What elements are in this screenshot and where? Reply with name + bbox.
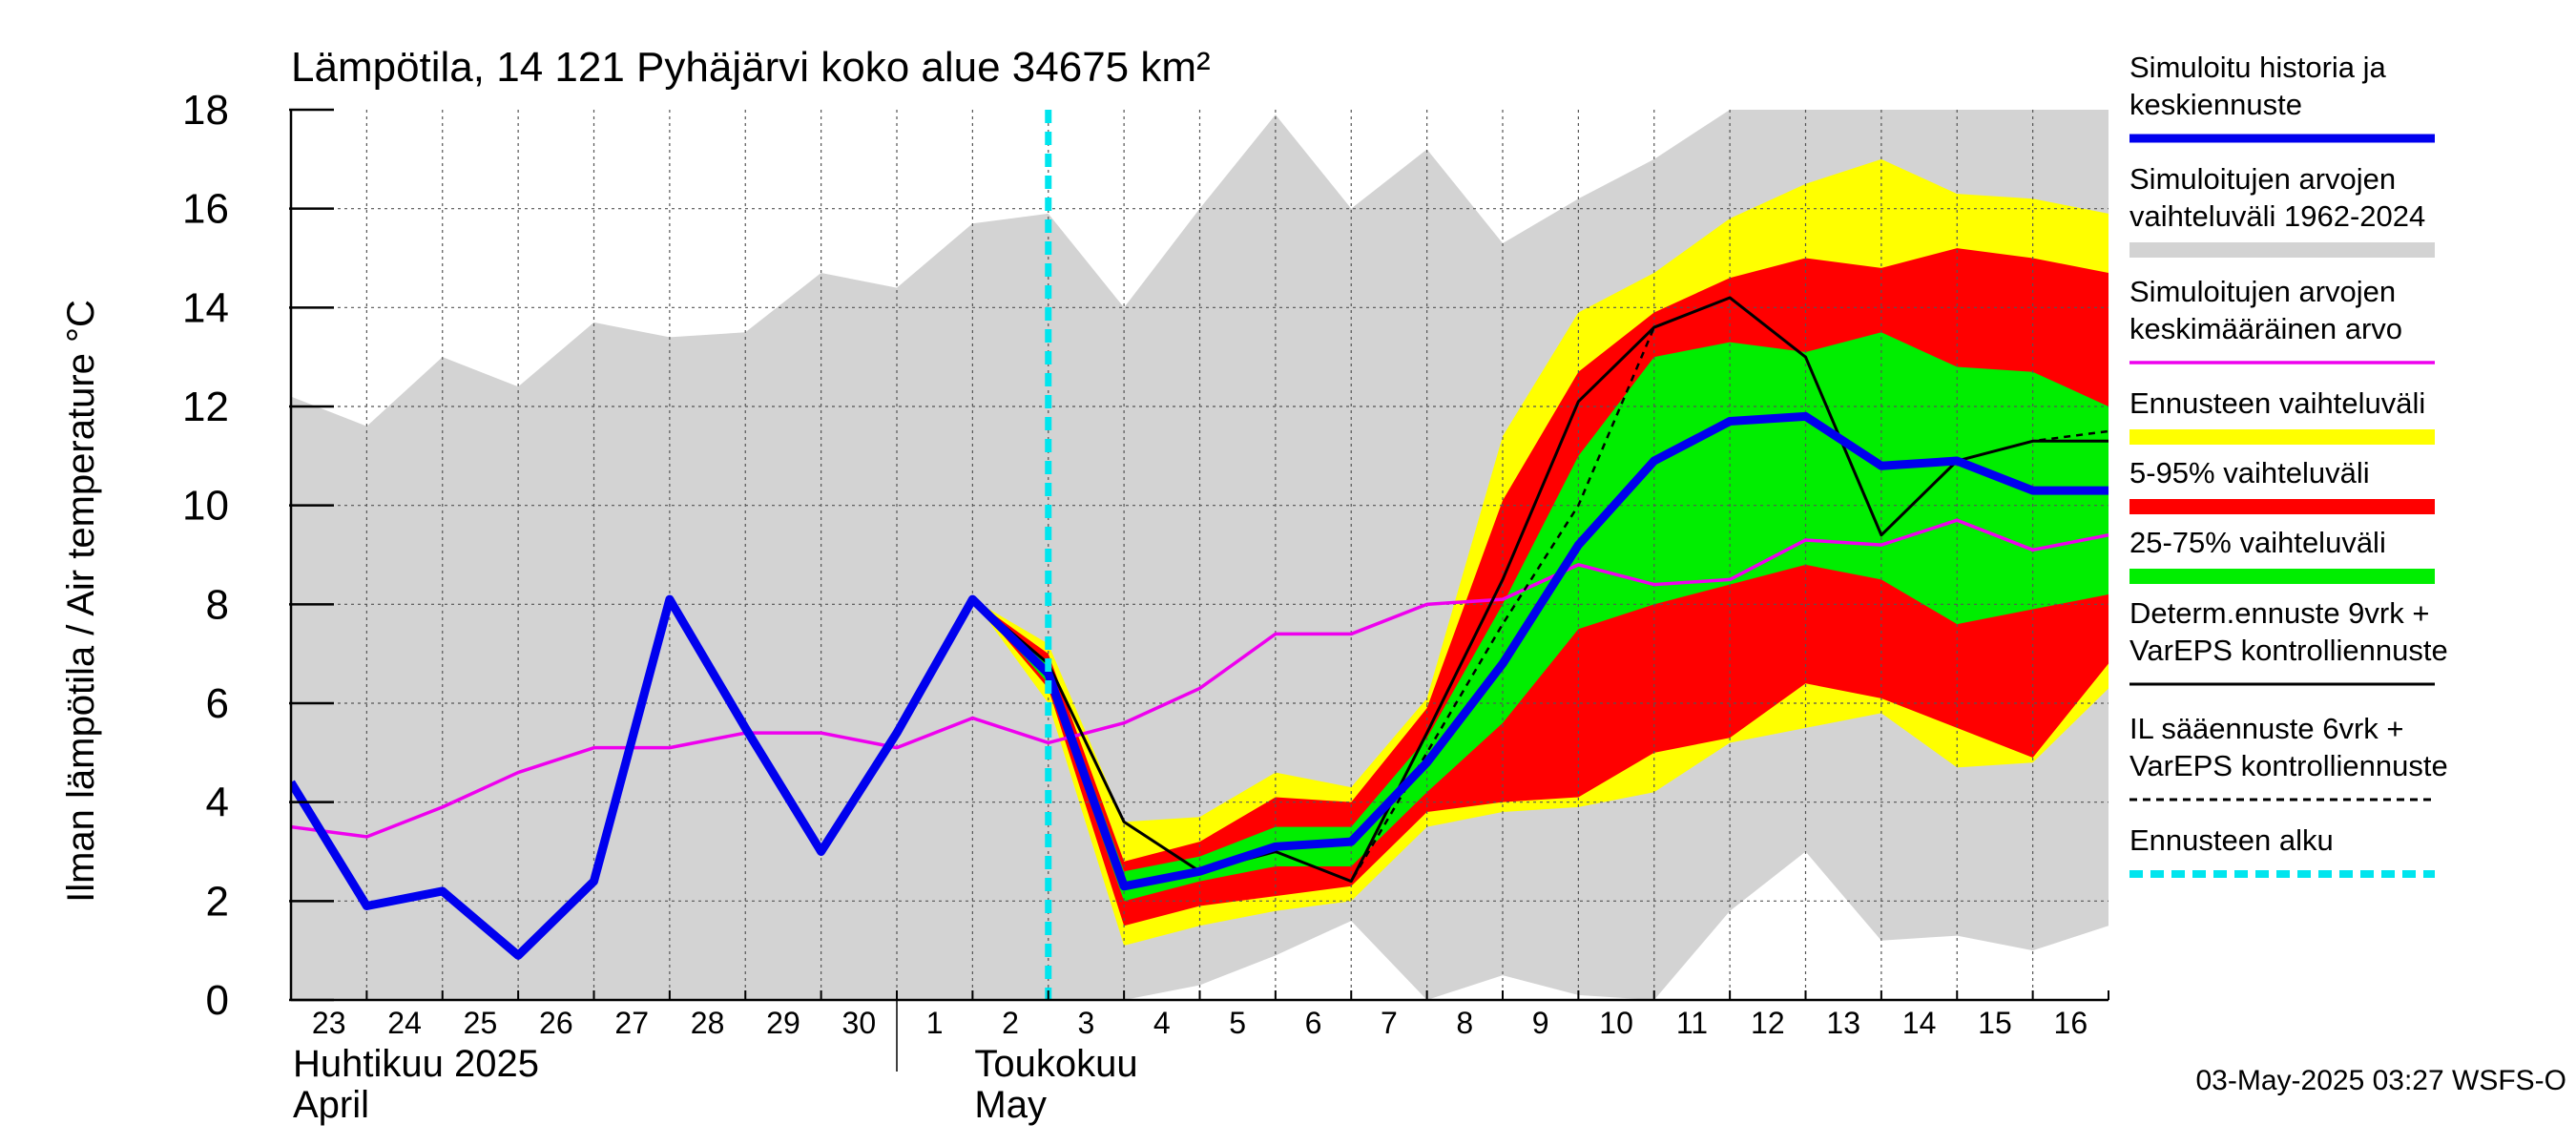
y-tick-label: 18 — [182, 87, 229, 134]
legend-label: Determ.ennuste 9vrk + — [2129, 596, 2429, 630]
x-tick-label: 16 — [2054, 1006, 2088, 1040]
legend-label: VarEPS kontrolliennuste — [2129, 634, 2448, 667]
month-label: Huhtikuu 2025 — [293, 1043, 539, 1085]
x-tick-label: 25 — [464, 1006, 498, 1040]
y-tick-label: 2 — [206, 878, 229, 925]
x-tick-label: 12 — [1751, 1006, 1785, 1040]
y-tick-label: 8 — [206, 581, 229, 628]
y-tick-label: 12 — [182, 384, 229, 430]
x-tick-label: 9 — [1532, 1006, 1549, 1040]
x-tick-label: 11 — [1676, 1006, 1708, 1040]
x-tick-label: 13 — [1826, 1006, 1860, 1040]
legend-label: keskimääräinen arvo — [2129, 312, 2402, 345]
legend-label: VarEPS kontrolliennuste — [2129, 749, 2448, 782]
x-tick-label: 1 — [926, 1006, 944, 1040]
x-tick-label: 4 — [1153, 1006, 1171, 1040]
month-label: Toukokuu — [974, 1043, 1137, 1085]
legend-label: Simuloitu historia ja — [2129, 51, 2387, 84]
legend-label: IL sääennuste 6vrk + — [2129, 712, 2404, 745]
legend-label: Ennusteen alku — [2129, 823, 2334, 857]
month-label-english: April — [293, 1084, 369, 1126]
line-simulated-mean — [291, 518, 2109, 839]
y-tick-label: 16 — [182, 186, 229, 233]
legend-label: vaihteluväli 1962-2024 — [2129, 199, 2425, 233]
legend-label: 5-95% vaihteluväli — [2129, 456, 2370, 489]
y-tick-label: 6 — [206, 680, 229, 727]
series-layer — [291, 110, 2109, 1000]
legend: Simuloitu historia ja keskiennuste Simuloi… — [2129, 51, 2448, 878]
legend-label: Simuloitujen arvojen — [2129, 275, 2396, 308]
line-simulated-history — [291, 411, 2109, 960]
x-tick-label: 23 — [312, 1006, 346, 1040]
x-tick-label: 27 — [614, 1006, 649, 1040]
y-tick-label: 4 — [206, 780, 229, 826]
y-tick-label: 10 — [182, 483, 229, 530]
line-deterministic-forecast — [895, 296, 2109, 884]
x-tick-label: 10 — [1599, 1006, 1633, 1040]
x-tick-label: 28 — [691, 1006, 725, 1040]
x-tick-label: 26 — [539, 1006, 573, 1040]
month-label-english: May — [974, 1084, 1047, 1126]
x-tick-label: 24 — [387, 1006, 422, 1040]
x-tick-label: 29 — [766, 1006, 800, 1040]
legend-label: keskiennuste — [2129, 88, 2302, 121]
x-tick-label: 2 — [1002, 1006, 1019, 1040]
x-tick-label: 7 — [1381, 1006, 1398, 1040]
x-tick-label: 8 — [1456, 1006, 1473, 1040]
y-tick-label: 14 — [182, 284, 229, 331]
x-tick-label: 5 — [1229, 1006, 1246, 1040]
band-range-25-75 — [972, 332, 2109, 902]
x-tick-label: 15 — [1978, 1006, 2012, 1040]
x-tick-label: 3 — [1078, 1006, 1095, 1040]
legend-label: Simuloitujen arvojen — [2129, 162, 2396, 196]
x-tick-label: 14 — [1902, 1006, 1937, 1040]
timestamp: 03-May-2025 03:27 WSFS-O — [2196, 1065, 2567, 1096]
chart-title: Lämpötila, 14 121 Pyhäjärvi koko alue 34… — [291, 44, 1211, 91]
legend-label: 25-75% vaihteluväli — [2129, 526, 2386, 559]
x-tick-label: 6 — [1305, 1006, 1322, 1040]
legend-label: Ennusteen vaihteluväli — [2129, 386, 2425, 420]
y-axis-label: Ilman lämpötila / Air temperature °C — [60, 300, 102, 903]
x-tick-label: 30 — [842, 1006, 877, 1040]
y-tick-label: 0 — [206, 977, 229, 1024]
